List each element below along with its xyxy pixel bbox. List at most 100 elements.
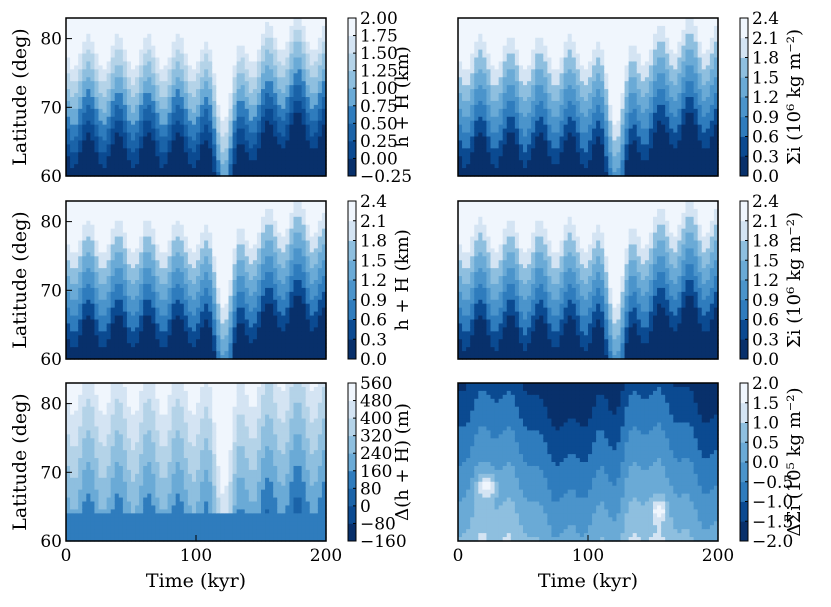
contour-cell bbox=[543, 124, 548, 130]
contour-cell bbox=[289, 18, 295, 23]
contour-cell bbox=[151, 53, 156, 59]
contour-cell bbox=[212, 53, 217, 59]
contour-cell bbox=[653, 104, 658, 110]
contour-cell bbox=[559, 37, 565, 43]
contour-cell bbox=[490, 144, 496, 149]
contour-cell bbox=[228, 168, 234, 173]
contour-cell bbox=[232, 85, 238, 90]
contour-cell bbox=[527, 172, 532, 177]
contour-cell bbox=[118, 116, 124, 122]
contour-cell bbox=[90, 61, 96, 66]
contour-cell bbox=[309, 168, 315, 173]
contour-cell bbox=[470, 120, 475, 126]
contour-cell bbox=[685, 93, 691, 98]
contour-cell bbox=[70, 100, 75, 106]
contour-cell bbox=[486, 61, 492, 66]
contour-cell bbox=[163, 85, 169, 90]
contour-cell bbox=[632, 41, 638, 47]
contour-cell bbox=[244, 21, 250, 27]
contour-cell bbox=[514, 152, 520, 157]
contour-cell bbox=[232, 168, 238, 173]
contour-cell bbox=[269, 148, 274, 153]
contour-cell bbox=[604, 21, 609, 27]
contour-cell bbox=[527, 144, 532, 149]
contour-cell bbox=[685, 69, 691, 74]
contour-cell bbox=[297, 112, 303, 118]
contour-cell bbox=[236, 77, 242, 82]
contour-cell bbox=[305, 25, 311, 31]
contour-cell bbox=[200, 77, 205, 82]
contour-cell bbox=[531, 152, 536, 157]
contour-cell bbox=[653, 57, 658, 63]
contour-cell bbox=[200, 61, 205, 66]
contour-cell bbox=[301, 18, 307, 23]
contour-cell bbox=[248, 45, 254, 51]
contour-cell bbox=[208, 81, 213, 86]
contour-cell bbox=[208, 37, 213, 43]
contour-cell bbox=[567, 120, 573, 126]
contour-cell bbox=[583, 164, 589, 169]
contour-cell bbox=[685, 25, 691, 31]
contour-cell bbox=[110, 37, 116, 43]
contour-cell bbox=[506, 108, 512, 114]
contour-cell bbox=[191, 89, 197, 94]
contour-cell bbox=[685, 97, 691, 102]
contour-cell bbox=[293, 89, 299, 94]
contour-cell bbox=[183, 21, 189, 27]
contour-cell bbox=[155, 85, 161, 90]
contour-cell bbox=[114, 77, 120, 82]
contour-cell bbox=[510, 132, 516, 138]
contour-cell bbox=[90, 104, 96, 110]
contour-cell bbox=[604, 49, 609, 55]
contour-cell bbox=[273, 69, 278, 74]
contour-cell bbox=[171, 104, 177, 110]
contour-cell bbox=[293, 144, 299, 149]
contour-cell bbox=[588, 21, 593, 27]
contour-cell bbox=[167, 77, 173, 82]
contour-cell bbox=[196, 132, 201, 138]
contour-cell bbox=[151, 33, 156, 39]
contour-cell bbox=[269, 18, 274, 23]
contour-cell bbox=[685, 160, 691, 165]
contour-cell bbox=[118, 100, 124, 106]
contour-cell bbox=[665, 73, 670, 78]
contour-cell bbox=[555, 77, 561, 82]
contour-cell bbox=[106, 172, 112, 177]
contour-cell bbox=[518, 53, 524, 59]
contour-cell bbox=[256, 21, 262, 27]
contour-cell bbox=[175, 21, 181, 27]
contour-cell bbox=[523, 65, 528, 70]
contour-cell bbox=[551, 152, 557, 157]
contour-cell bbox=[78, 120, 83, 126]
contour-cell bbox=[604, 25, 609, 31]
contour-cell bbox=[151, 116, 156, 122]
contour-cell bbox=[248, 49, 254, 55]
contour-cell bbox=[575, 136, 581, 142]
contour-cell bbox=[677, 37, 683, 43]
contour-cell bbox=[697, 136, 703, 142]
contour-cell bbox=[583, 73, 589, 78]
contour-cell bbox=[220, 160, 226, 165]
contour-cell bbox=[665, 81, 670, 86]
contour-cell bbox=[191, 69, 197, 74]
contour-cell bbox=[620, 108, 626, 114]
contour-cell bbox=[187, 65, 193, 70]
contour-cell bbox=[498, 108, 504, 114]
contour-cell bbox=[293, 81, 299, 86]
axes-frame bbox=[65, 17, 327, 177]
contour-cell bbox=[470, 57, 475, 63]
contour-cell bbox=[653, 41, 658, 47]
contour-cell bbox=[126, 18, 132, 23]
contour-cell bbox=[139, 160, 144, 165]
contour-cell bbox=[640, 69, 646, 74]
contour-cell bbox=[592, 41, 597, 47]
contour-cell bbox=[539, 132, 544, 138]
contour-cell bbox=[317, 81, 323, 86]
contour-cell bbox=[248, 100, 254, 106]
contour-cell bbox=[70, 160, 75, 165]
contour-cell bbox=[474, 140, 479, 145]
contour-cell bbox=[139, 65, 144, 70]
contour-cell bbox=[126, 132, 132, 138]
contour-cell bbox=[494, 81, 500, 86]
contour-cell bbox=[66, 156, 71, 161]
